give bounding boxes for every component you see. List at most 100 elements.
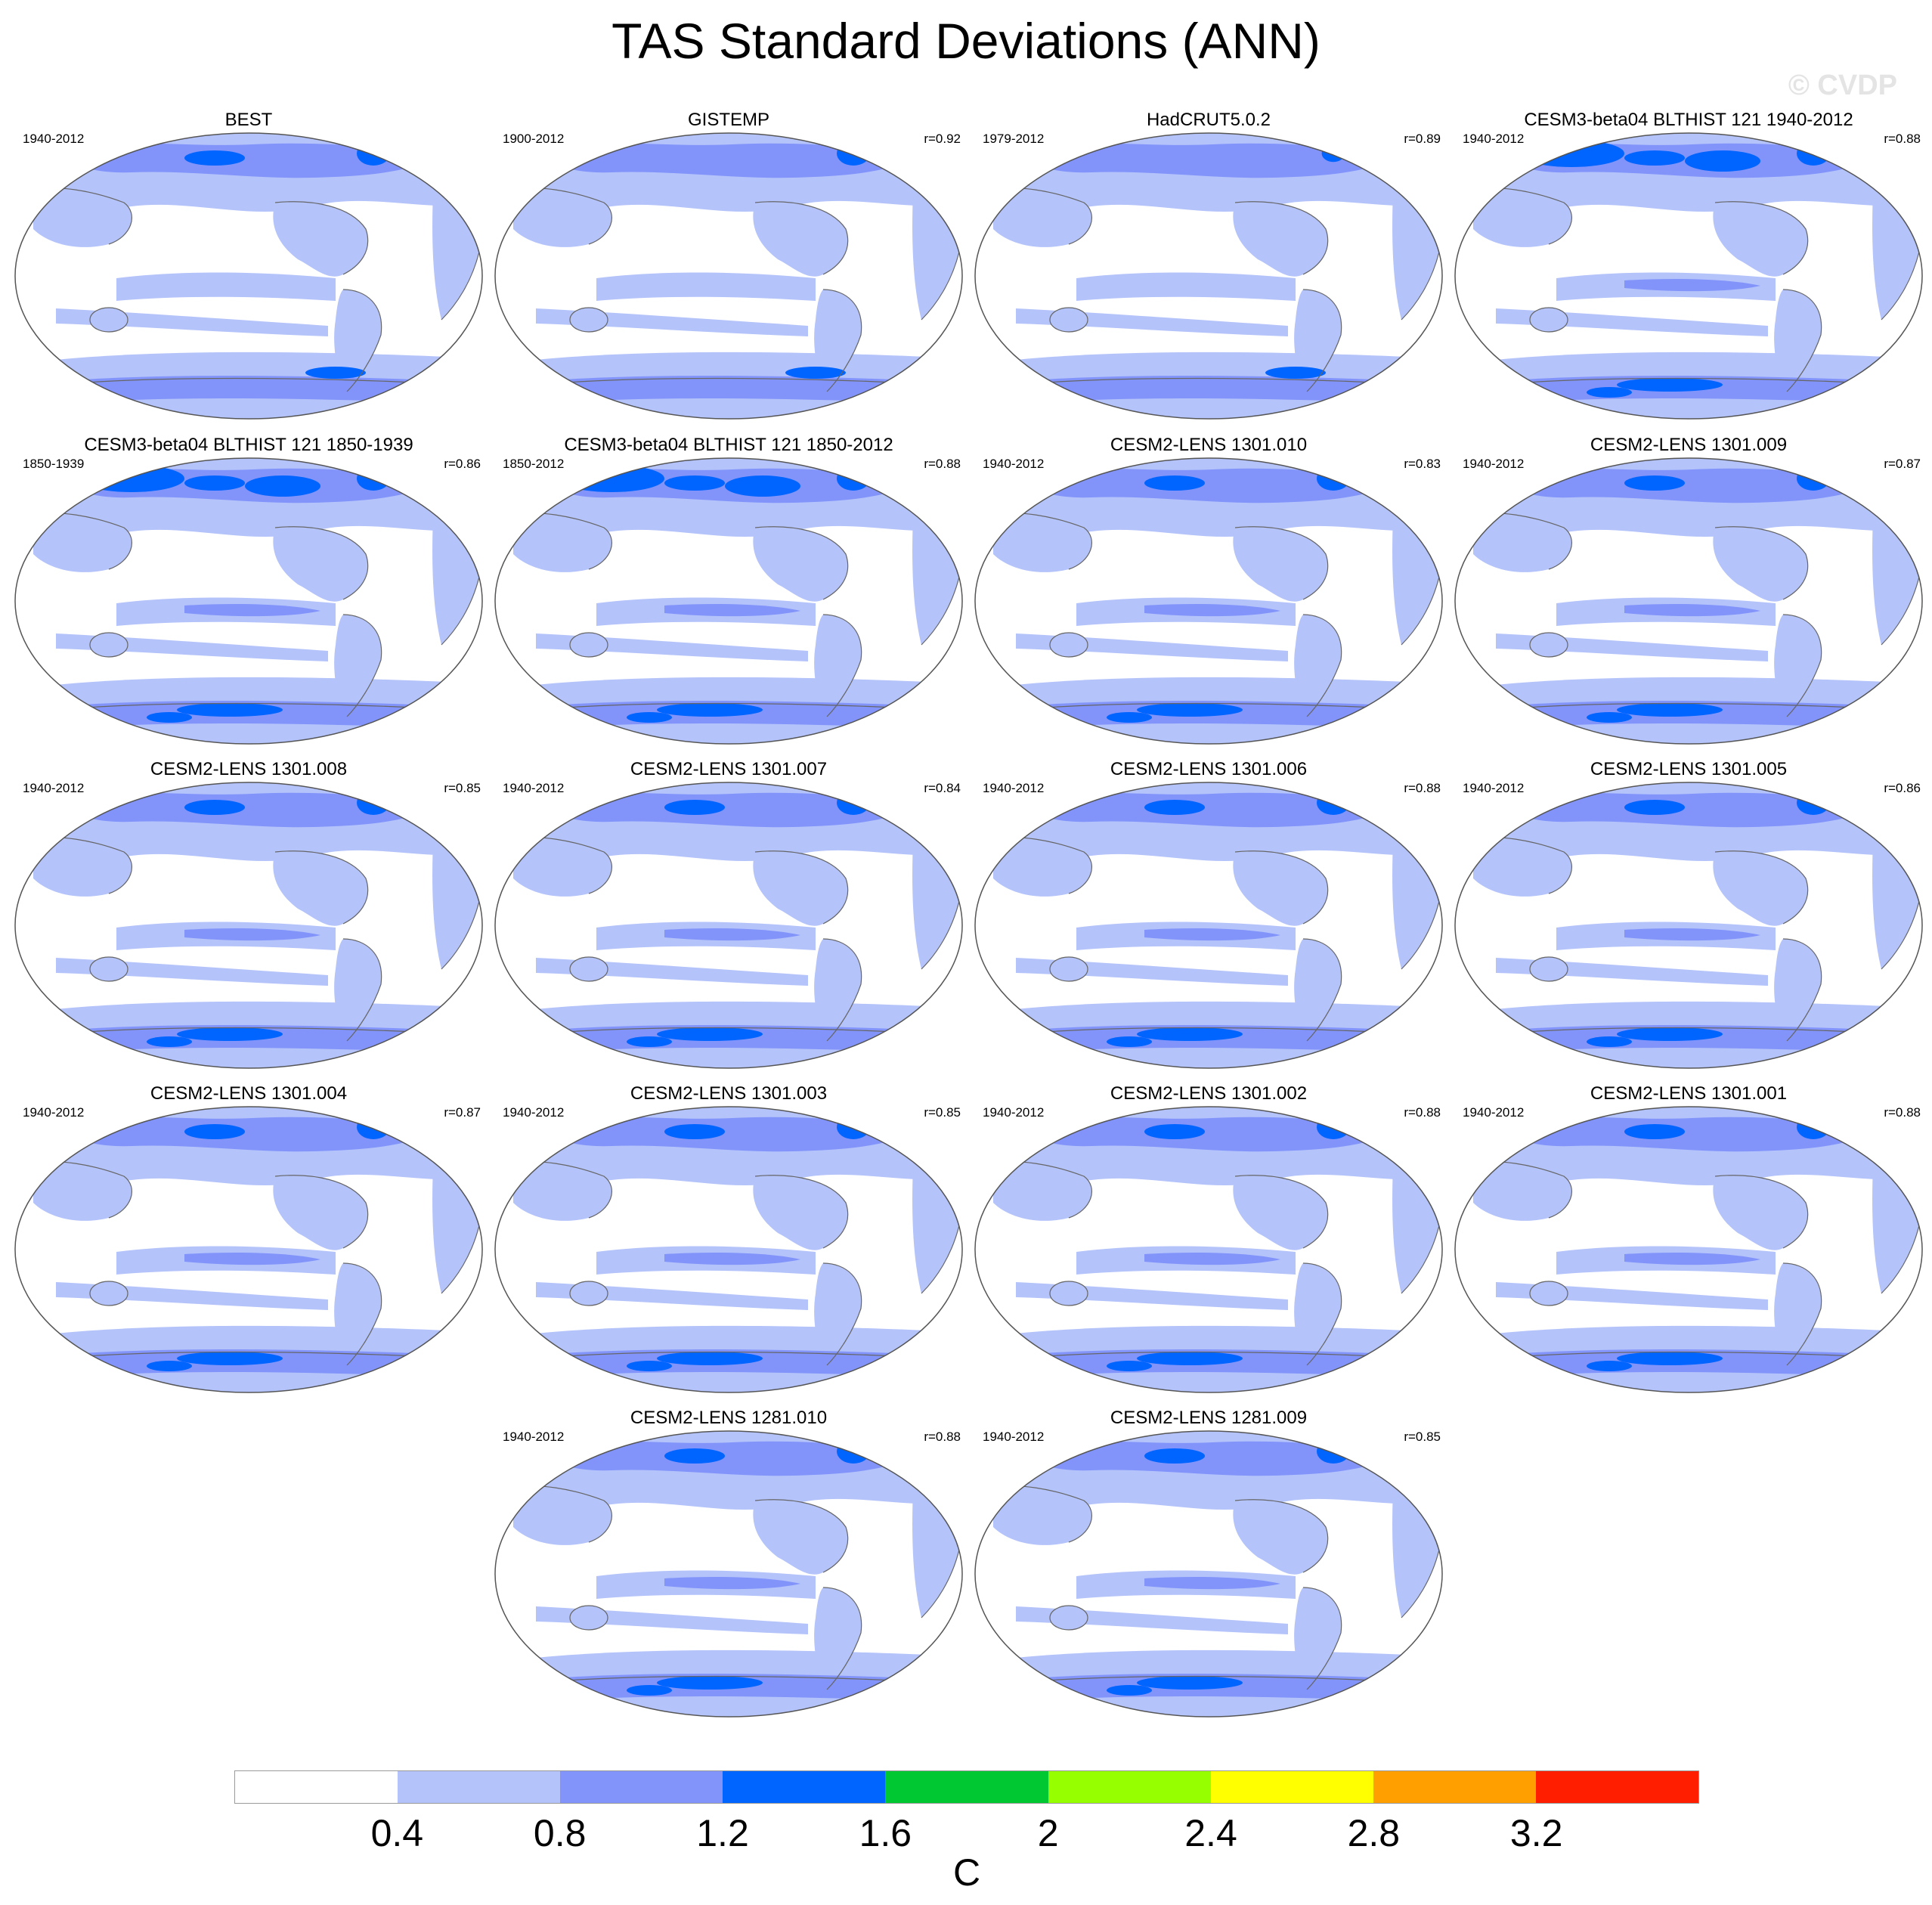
panel-correlation-label: r=0.88 [924,1430,961,1444]
northern-medium-band [1016,791,1394,828]
panel-correlation-label: r=0.85 [444,781,481,795]
arctic-blue-patch [1144,475,1205,491]
map-panel: CESM2-LENS 1301.005 1940-2012 r=0.86 [1451,759,1927,1069]
north-america-high-patch [1797,141,1830,166]
south-pacific-band [1016,1606,1288,1634]
globe-outline [974,1106,1443,1393]
south-pacific-band [536,633,808,661]
globe-outline [494,1430,963,1718]
antarctic-blue-patch-2 [627,712,672,723]
south-pacific-band [536,1282,808,1310]
south-pacific-band [1496,1282,1768,1310]
north-america-land [753,526,848,602]
colorbar-box [1373,1771,1536,1803]
antarctic-blue-patch [1617,1027,1723,1041]
asia-land [993,1485,1092,1545]
colorbar-box [723,1771,886,1803]
north-america-land [273,1175,368,1250]
antarctic-blue-patch-2 [627,1685,672,1696]
south-pacific-band [1016,308,1288,336]
globe-outline [14,1106,483,1393]
map-panel: CESM2-LENS 1301.009 1940-2012 r=0.87 [1451,435,1927,745]
globe-outline [14,132,483,420]
globe-outline [974,457,1443,745]
high-variance-green-patch [572,1117,587,1126]
antarctic-blue-patch-2 [147,1036,192,1047]
antarctic-blue-patch-2 [1107,712,1152,723]
panel-correlation-label: r=0.87 [1884,457,1921,471]
arctic-blue-patch [1144,800,1205,815]
australia-coastline [569,1605,608,1631]
world-map [14,132,483,420]
arctic-blue-patch [1144,1448,1205,1464]
north-america-land [1233,526,1328,602]
world-map [14,1106,483,1393]
australia-coastline [1529,632,1568,658]
map-panel: CESM2-LENS 1301.008 1940-2012 r=0.85 [11,759,487,1069]
high-variance-green-patch [1519,140,1552,155]
asia-land [33,1161,132,1221]
north-america-high-patch [357,141,390,166]
panel-title: CESM2-LENS 1301.006 [1110,759,1308,779]
world-map [1454,132,1923,420]
siberia-high-patch [551,1435,611,1456]
globe-outline [14,457,483,745]
panel-period-label: 1940-2012 [23,132,85,146]
siberia-high-patch [1511,786,1571,807]
panel-title: CESM2-LENS 1281.010 [630,1408,828,1428]
australia-coastline [569,632,608,658]
siberia-high-patch [1511,137,1571,158]
north-america-high-patch [837,141,870,166]
colorbar-tick-label: 1.6 [859,1812,912,1854]
colorbar-box [1535,1771,1698,1803]
map-panel: CESM2-LENS 1301.001 1940-2012 r=0.88 [1451,1083,1927,1393]
panel-title: CESM2-LENS 1301.001 [1590,1083,1788,1104]
north-america-land [1713,850,1808,926]
antarctic-blue-patch-2 [1107,1361,1152,1371]
colorbar-box [1210,1771,1373,1803]
north-america-land [273,201,368,277]
coastline [33,825,481,1042]
siberia-high-patch [1031,1435,1091,1456]
world-map [1454,1106,1923,1393]
australia-coastline [1049,956,1088,982]
arctic-blue-patch [184,1124,245,1139]
colorbar-tick-label: 0.4 [370,1812,424,1854]
world-map [494,457,963,745]
north-america-land [753,201,848,277]
world-map [1454,457,1923,745]
north-america-land [273,850,368,926]
siberia-high-patch [71,786,132,807]
panel-title: BEST [224,110,273,130]
map-panel: CESM2-LENS 1301.002 1940-2012 r=0.88 [971,1083,1447,1393]
world-map [974,1430,1443,1718]
south-pacific-band [56,958,328,986]
antarctic-blue-patch [657,703,763,717]
arctic-blue-patch [184,800,245,815]
south-pacific-band [1016,958,1288,986]
map-panel: CESM2-LENS 1301.007 1940-2012 r=0.84 [491,759,967,1069]
northern-medium-band [536,791,914,828]
north-america-high-patch [357,466,390,491]
panel-correlation-label: r=0.84 [924,781,961,795]
australia-coastline [1529,956,1568,982]
arctic-blue-patch [664,800,725,815]
world-map [974,132,1443,420]
australia-coastline [1049,1605,1088,1631]
world-map [974,782,1443,1069]
globe-outline [1454,782,1923,1069]
enso-medium-band [664,604,800,617]
north-america-high-patch [1797,1115,1830,1139]
north-america-high-patch [1317,1115,1350,1139]
coastline [33,500,481,717]
asia-land [1473,187,1572,247]
northern-medium-band [1496,467,1874,503]
antarctic-blue-patch [785,367,846,379]
asia-land [1473,837,1572,897]
australia-coastline [89,632,128,658]
eurasia-strong-patch [79,465,184,492]
siberia-high-patch [71,1110,132,1132]
world-map [1454,782,1923,1069]
panel-title: GISTEMP [687,110,769,130]
australia-coastline [569,1281,608,1306]
